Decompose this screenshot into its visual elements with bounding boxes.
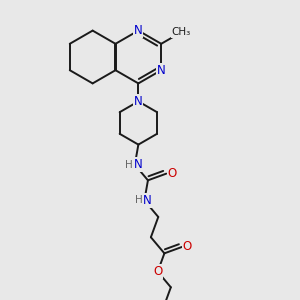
Text: N: N xyxy=(134,24,143,37)
Text: N: N xyxy=(134,95,143,108)
Text: CH₃: CH₃ xyxy=(171,27,190,38)
Text: N: N xyxy=(134,158,142,171)
Text: O: O xyxy=(153,265,162,278)
Text: H: H xyxy=(134,195,142,206)
Text: H: H xyxy=(125,160,133,170)
Text: O: O xyxy=(168,167,177,180)
Text: O: O xyxy=(183,241,192,254)
Text: N: N xyxy=(157,64,166,77)
Text: N: N xyxy=(143,194,152,207)
